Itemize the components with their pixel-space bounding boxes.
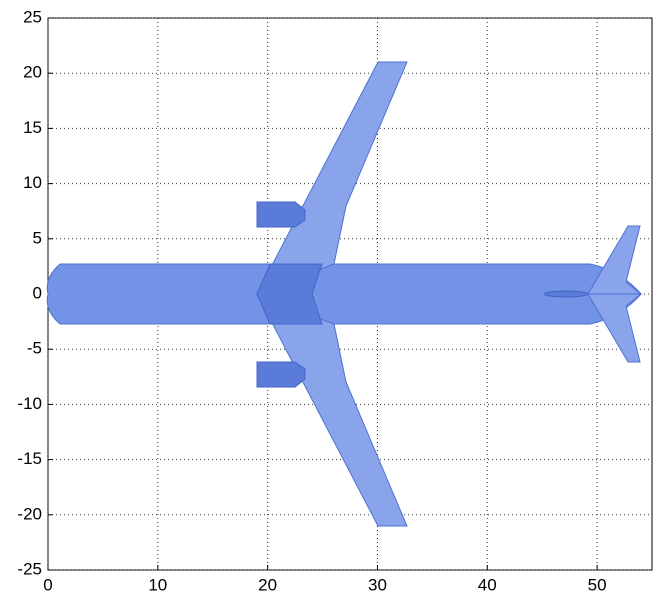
wing (257, 62, 407, 294)
x-tick-label: 30 (368, 575, 387, 594)
engine (257, 202, 305, 227)
y-tick-label: 20 (23, 63, 42, 82)
engine (257, 362, 305, 387)
y-tick-label: -10 (17, 394, 42, 413)
x-tick-label: 20 (258, 575, 277, 594)
y-tick-label: 15 (23, 118, 42, 137)
y-tick-label: 10 (23, 173, 42, 192)
airplane (47, 62, 641, 526)
wing (257, 294, 407, 526)
chart: 0 10 20 30 40 50 -25 -20 -15 -10 -5 0 5 10 15 20 25 (0, 0, 654, 600)
y-tick-label: -5 (27, 339, 42, 358)
y-tick-label: -25 (17, 559, 42, 578)
fin (544, 291, 588, 297)
tail (588, 294, 641, 362)
x-tick-label: 50 (588, 575, 607, 594)
y-tick-label: -20 (17, 504, 42, 523)
y-tick-label: -15 (17, 449, 42, 468)
y-tick-label: 25 (23, 7, 42, 26)
page: 01020304050-25-20-15-10-505101520 25 (()… (0, 0, 654, 600)
x-tick-label: 0 (43, 575, 52, 594)
tail (588, 226, 641, 294)
wing-root (257, 264, 322, 324)
y-tick-label: 5 (33, 228, 42, 247)
y-tick-label: 0 (33, 283, 42, 302)
x-tick-label: 10 (148, 575, 167, 594)
x-tick-label: 40 (478, 575, 497, 594)
